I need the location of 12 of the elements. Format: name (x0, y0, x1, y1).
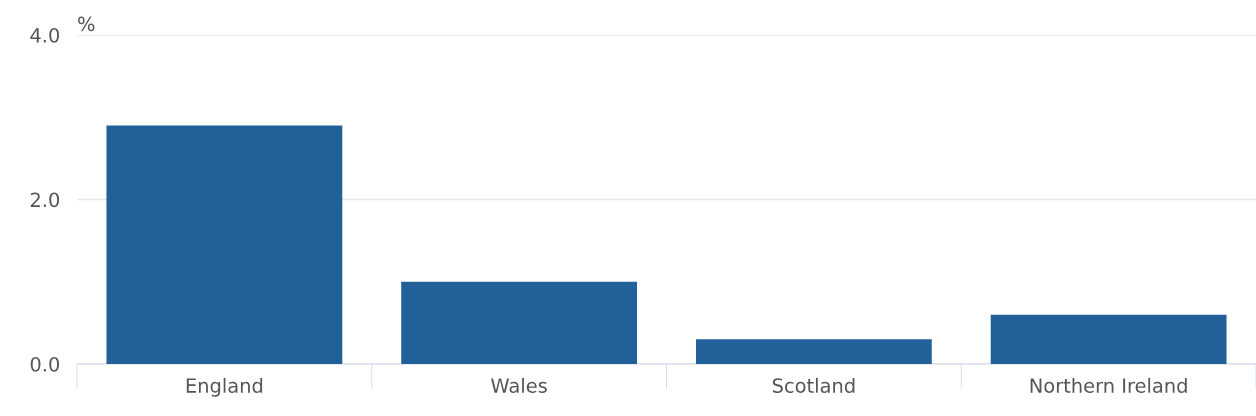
x-tick-label: Northern Ireland (1030, 377, 1187, 393)
y-tick-label: 4.0 (30, 27, 60, 43)
y-tick-label: 2.0 (30, 192, 60, 208)
bar (401, 281, 638, 364)
y-axis-title: % (78, 16, 95, 32)
x-tick-label: Wales (491, 377, 547, 393)
x-tick-label: Scotland (772, 377, 855, 393)
bar (106, 125, 343, 364)
bar (990, 314, 1227, 364)
bar (695, 339, 932, 364)
x-tick-label: England (186, 377, 263, 397)
y-tick-label: 0.0 (30, 356, 60, 372)
